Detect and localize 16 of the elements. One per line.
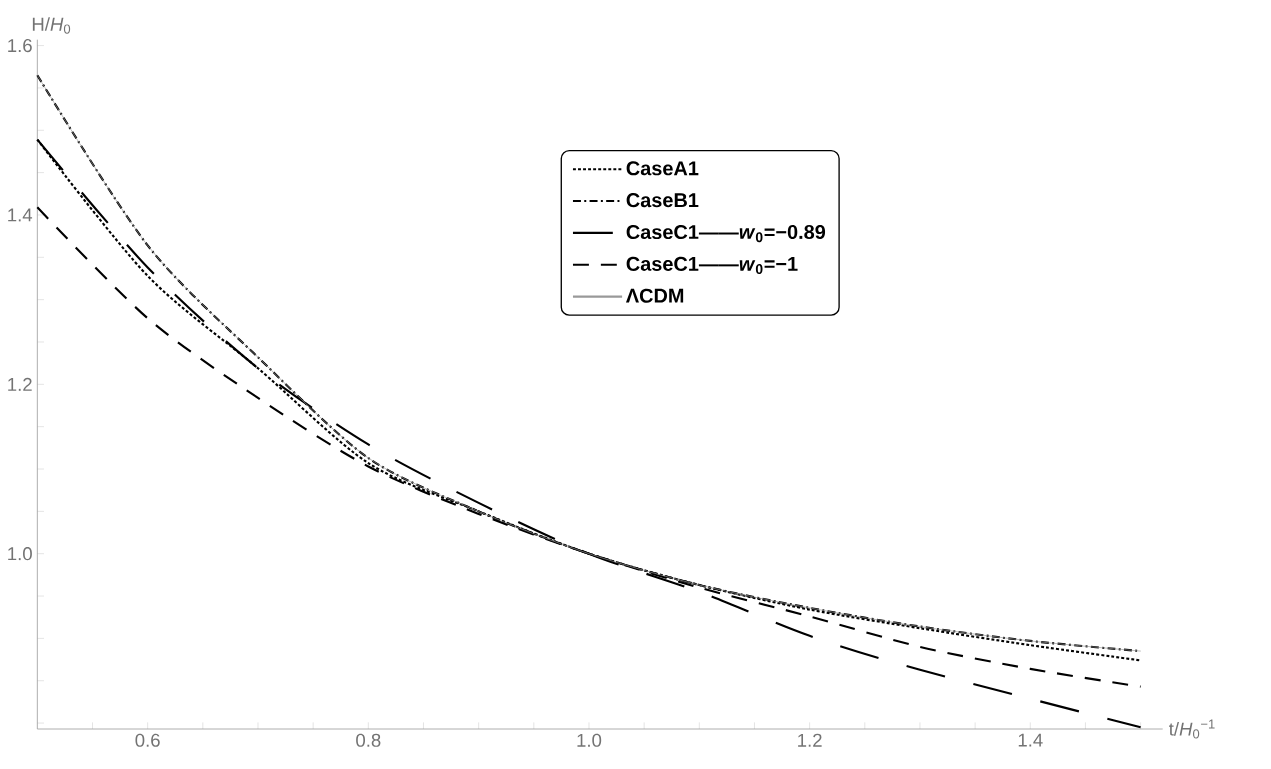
legend-label: CaseC1——w$_{0}$=−0.89 xyxy=(626,224,826,243)
y-tick-label: 1.2 xyxy=(8,377,32,391)
legend-label: CaseC1——w$_{0}$=−1 xyxy=(626,256,798,274)
y-tick-label: 1.4 xyxy=(8,208,33,222)
y-tick-label: 1.6 xyxy=(8,38,32,53)
legend-label: CaseA1 xyxy=(626,161,699,176)
x-tick-label: 1.2 xyxy=(798,733,822,747)
x-tick-label: 0.6 xyxy=(135,733,160,747)
y-tick-label: 1.0 xyxy=(8,547,32,561)
y-axis-title: H/H$_{0}$ xyxy=(32,17,71,34)
legend-label: CaseB1 xyxy=(626,193,699,208)
x-tick-label: 1.0 xyxy=(577,733,602,747)
x-tick-label: 1.4 xyxy=(1018,733,1043,747)
x-tick-label: 0.8 xyxy=(356,733,381,747)
x-axis-title: t/H$_{0}$−1 xyxy=(1169,719,1215,739)
legend-label: ΛCDM xyxy=(625,288,684,303)
